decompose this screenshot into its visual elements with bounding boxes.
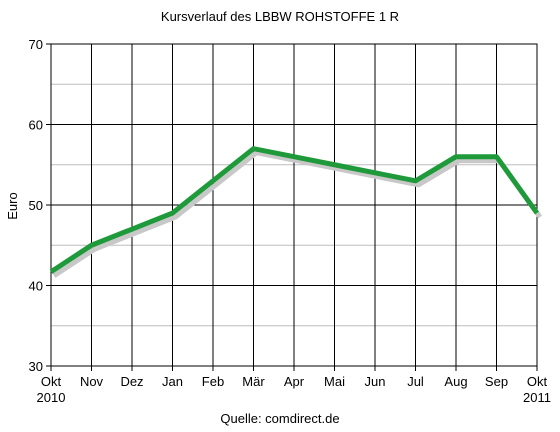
x-tick-label: Apr <box>284 374 305 389</box>
x-tick-label: Jun <box>365 374 386 389</box>
series-line-group <box>49 146 540 274</box>
grid <box>51 44 537 366</box>
y-tick-label: 30 <box>29 359 43 374</box>
x-axis-ticks: Okt 2010 Nov Dez Jan Feb Mär Apr Mai Jun Jul Aug Sep… <box>37 374 551 405</box>
y-tick-label: 70 <box>29 37 43 52</box>
x-tick-label: Okt 2010 <box>37 374 66 405</box>
plot-frame <box>46 43 538 371</box>
x-tick-label: Jul <box>407 374 424 389</box>
y-axis-ticks: 30 40 50 60 70 <box>29 37 43 374</box>
x-tick-label: Dez <box>120 374 143 389</box>
y-tick-label: 40 <box>29 279 43 294</box>
x-tick-label: Aug <box>444 374 467 389</box>
x-tick-label: Nov <box>80 374 104 389</box>
x-tick-label: Mär <box>242 374 265 389</box>
y-tick-label: 60 <box>29 118 43 133</box>
y-tick-label: 50 <box>29 198 43 213</box>
x-tick-label: Feb <box>202 374 224 389</box>
series-shadow <box>52 150 543 278</box>
chart-title: Kursverlauf des LBBW ROHSTOFFE 1 R <box>160 9 400 24</box>
chart-source: Quelle: comdirect.de <box>220 411 340 426</box>
x-tick-label: Jan <box>162 374 183 389</box>
y-axis-label: Euro <box>5 192 20 219</box>
x-tick-label: Mai <box>324 374 345 389</box>
series-shadow-line <box>52 150 543 278</box>
x-tick-label: Okt 2011 <box>523 374 551 405</box>
x-tick-label: Sep <box>485 374 508 389</box>
